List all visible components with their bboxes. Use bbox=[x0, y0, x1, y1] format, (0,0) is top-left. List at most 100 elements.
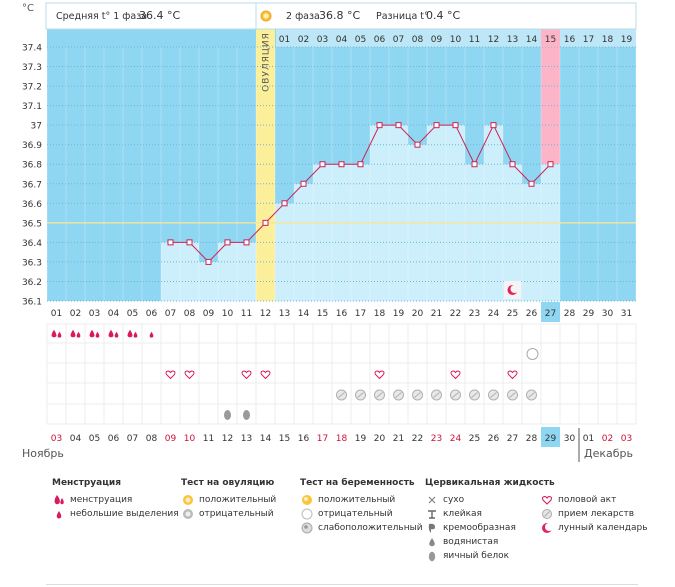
symptom-cell bbox=[179, 382, 200, 405]
temp-bar bbox=[427, 125, 446, 302]
y-tick-label: 37.2 bbox=[22, 83, 42, 93]
symptom-cell bbox=[616, 362, 637, 384]
symptom-cell bbox=[426, 342, 447, 364]
symptom-cell bbox=[559, 382, 580, 405]
heart-icon bbox=[507, 370, 518, 380]
diff-value: 0.4 °C bbox=[426, 9, 460, 22]
date-label: 04 bbox=[70, 434, 82, 444]
date-label: 25 bbox=[469, 434, 480, 444]
cycle-day-label: 17 bbox=[583, 35, 594, 45]
heart-icon bbox=[540, 493, 554, 507]
cycle-day-label: 02 bbox=[298, 35, 309, 45]
date-label: 24 bbox=[450, 434, 462, 444]
legend-text: небольшие выделения bbox=[70, 509, 179, 519]
legend-row: отрицательный bbox=[300, 507, 423, 521]
symptom-cell bbox=[122, 362, 143, 384]
symptom-cell bbox=[274, 342, 295, 364]
legend-row: водянистая bbox=[425, 535, 555, 549]
symptom-cell bbox=[331, 342, 352, 364]
date-label: 21 bbox=[393, 434, 404, 444]
symptom-cell bbox=[255, 403, 276, 425]
symptom-cell bbox=[84, 323, 105, 344]
symptom-cell bbox=[255, 342, 276, 364]
symptom-cell bbox=[597, 342, 618, 364]
legend-row: небольшие выделения bbox=[52, 507, 179, 521]
temp-bar bbox=[503, 164, 522, 301]
date-label: 20 bbox=[374, 434, 386, 444]
symptom-cell bbox=[331, 323, 352, 344]
cycle-day-label: 11 bbox=[469, 35, 480, 45]
legend-text: положительный bbox=[199, 495, 277, 505]
legend-text: сухо bbox=[443, 495, 465, 505]
symptom-cell bbox=[84, 382, 105, 405]
y-tick-label: 36.2 bbox=[22, 278, 42, 288]
temperature-point bbox=[528, 180, 535, 187]
temperature-point bbox=[395, 122, 402, 129]
pill-line bbox=[395, 392, 402, 398]
menstruation-drop-icon bbox=[95, 331, 100, 338]
day-of-month-label: 03 bbox=[89, 309, 100, 319]
day-of-month-label: 08 bbox=[184, 309, 196, 319]
legend-text: менструация bbox=[70, 495, 133, 505]
symptom-cell bbox=[426, 362, 447, 384]
cycle-day-label: 09 bbox=[431, 35, 443, 45]
cycle-day-label: 16 bbox=[564, 35, 576, 45]
day-of-month-label: 28 bbox=[564, 309, 576, 319]
temp-bar bbox=[522, 183, 541, 301]
symptom-cell bbox=[312, 403, 333, 425]
legend-row: отрицательный bbox=[181, 507, 276, 521]
day-of-month-label: 13 bbox=[279, 309, 290, 319]
day-of-month-label: 25 bbox=[507, 309, 518, 319]
symptom-cell bbox=[160, 403, 181, 425]
egg-white-icon bbox=[243, 410, 250, 420]
day-of-month-label: 05 bbox=[127, 309, 138, 319]
pill-line bbox=[452, 392, 459, 398]
symptom-cell bbox=[350, 403, 371, 425]
temperature-point bbox=[452, 122, 459, 129]
symptom-cell bbox=[597, 382, 618, 405]
temperature-point bbox=[433, 122, 440, 129]
date-label: 29 bbox=[545, 434, 557, 444]
legend-text: слабоположительный bbox=[318, 523, 423, 533]
symptom-cell bbox=[65, 323, 86, 344]
day-of-month-label: 24 bbox=[488, 309, 500, 319]
temp-bar bbox=[199, 261, 218, 301]
pill-line bbox=[528, 392, 535, 398]
symptom-cell bbox=[578, 323, 599, 344]
day-of-month-label: 09 bbox=[203, 309, 215, 319]
symptom-cell bbox=[274, 323, 295, 344]
symptom-cell bbox=[597, 323, 618, 344]
symptom-cell bbox=[293, 342, 314, 364]
legend-row: кремообразная bbox=[425, 521, 555, 535]
symptom-cell bbox=[559, 323, 580, 344]
symptom-cell bbox=[236, 342, 257, 364]
menstruation-drop-icon bbox=[108, 329, 114, 338]
pill-line bbox=[376, 392, 383, 398]
symptom-cell bbox=[445, 403, 466, 425]
pregnancy-weak-icon bbox=[300, 521, 314, 535]
cycle-day-label: 10 bbox=[450, 35, 462, 45]
ovulation-positive-icon bbox=[181, 493, 195, 507]
symptom-cell bbox=[217, 342, 238, 364]
symptom-cell bbox=[217, 323, 238, 344]
egg-white-icon bbox=[425, 549, 439, 563]
y-tick-label: 36.3 bbox=[22, 258, 42, 268]
temperature-point bbox=[281, 200, 288, 207]
symptom-cell bbox=[141, 362, 162, 384]
symptom-cell bbox=[483, 362, 504, 384]
symptom-cell bbox=[578, 403, 599, 425]
symptom-cell bbox=[103, 323, 124, 344]
legend-text: кремообразная bbox=[443, 523, 516, 533]
date-label: 08 bbox=[146, 434, 158, 444]
symptom-cell bbox=[540, 382, 561, 405]
symptom-cell bbox=[540, 362, 561, 384]
symptom-cell bbox=[578, 342, 599, 364]
cycle-day-label: 13 bbox=[507, 35, 518, 45]
symptom-cell bbox=[255, 323, 276, 344]
temperature-point bbox=[224, 239, 231, 246]
date-label: 14 bbox=[260, 434, 272, 444]
symptom-cell bbox=[293, 323, 314, 344]
temperature-point bbox=[205, 258, 212, 265]
symptom-cell bbox=[388, 342, 409, 364]
cycle-day-label: 19 bbox=[621, 35, 633, 45]
